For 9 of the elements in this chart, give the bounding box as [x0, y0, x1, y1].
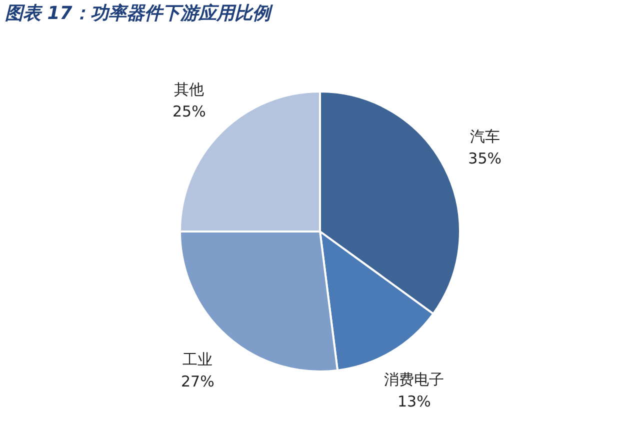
data-label: 35% [468, 150, 502, 168]
chart-title: 图表 17：功率器件下游应用比例 [5, 3, 274, 24]
data-label: 25% [172, 102, 206, 121]
slice-label: 汽车 [470, 128, 500, 146]
slice-label: 工业 [182, 350, 213, 368]
data-label: 27% [180, 372, 214, 390]
data-label: 13% [398, 392, 431, 411]
slice-label: 消费电子 [384, 370, 444, 389]
slice-label: 其他 [174, 80, 204, 99]
